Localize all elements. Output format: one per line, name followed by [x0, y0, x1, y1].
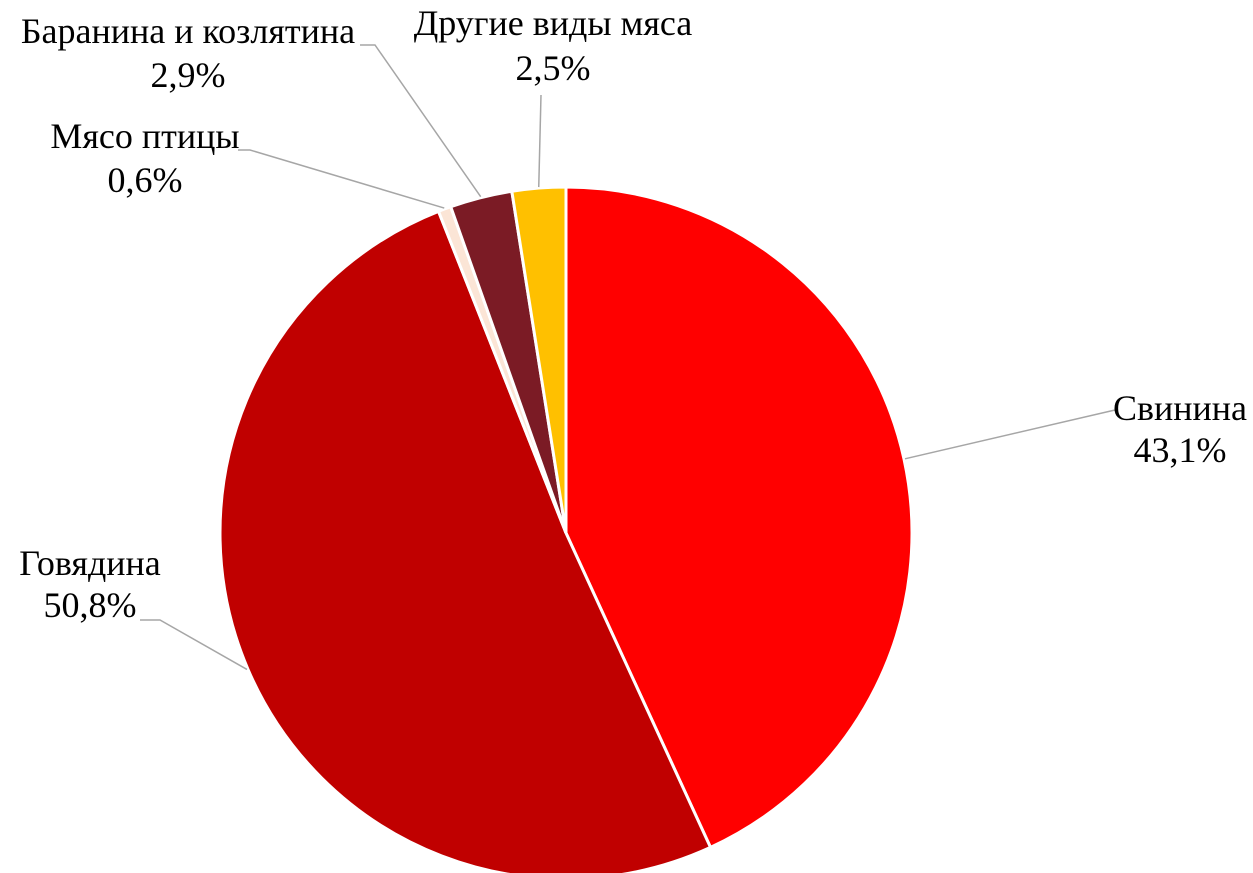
slice-label-lamb-name: Баранина и козлятина — [21, 11, 355, 51]
slice-label-beef-name: Говядина — [19, 543, 161, 583]
pie-slices — [218, 185, 914, 873]
slice-label-pork-value: 43,1% — [1134, 430, 1227, 470]
pie-slice-pork — [564, 185, 914, 850]
slice-label-poultry-value: 0,6% — [108, 160, 183, 200]
leader-line-lamb — [360, 44, 482, 198]
slice-label-lamb-value: 2,9% — [151, 55, 226, 95]
slice-label-poultry-name: Мясо птицы — [50, 116, 239, 156]
leader-line-pork — [904, 409, 1116, 460]
slice-label-beef-value: 50,8% — [44, 585, 137, 625]
leader-line-poultry — [238, 149, 445, 209]
leader-line-other — [537, 94, 542, 188]
pie-slice-beef — [218, 209, 713, 873]
leader-line-beef — [140, 619, 248, 671]
slice-label-pork-name: Свинина — [1113, 388, 1247, 428]
leader-lines — [140, 44, 1116, 671]
pie-slice-other — [510, 185, 568, 534]
slice-label-other-value: 2,5% — [516, 48, 591, 88]
slice-label-other-name: Другие виды мяса — [414, 3, 693, 43]
